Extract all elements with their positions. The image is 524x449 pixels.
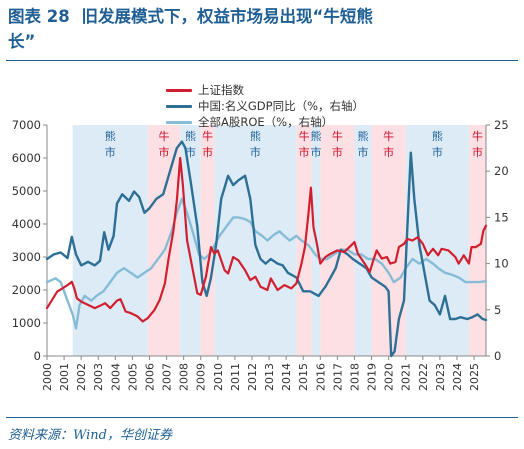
source-divider (6, 417, 518, 418)
regime-label-bear: 市 (185, 145, 196, 159)
right-tick-label: 20 (494, 164, 509, 178)
regime-bands (72, 125, 486, 356)
right-tick-label: 5 (494, 303, 501, 317)
x-tick-label: 2025 (468, 363, 481, 391)
x-tick-label: 2009 (195, 363, 208, 391)
regime-band-bull (200, 125, 215, 356)
regime-label-bear: 市 (358, 145, 369, 159)
x-tick-label: 2000 (41, 363, 54, 391)
x-tick-label: 2022 (417, 363, 430, 391)
x-tick-label: 2005 (126, 363, 139, 391)
left-tick-label: 1000 (12, 316, 41, 330)
x-tick-label: 2011 (229, 363, 242, 391)
regime-label-bull: 牛 (472, 129, 483, 143)
regime-band-bull (320, 125, 355, 356)
legend-label-index: 上证指数 (198, 83, 244, 97)
regime-label-bull: 市 (383, 145, 394, 159)
x-tick-label: 2010 (212, 363, 225, 391)
legend-swatch-roe (166, 120, 192, 124)
left-tick-label: 0 (34, 349, 41, 363)
regime-band-bear (405, 125, 469, 356)
regime-label-bull: 市 (202, 145, 213, 159)
x-tick-label: 2001 (58, 363, 71, 391)
left-tick-label: 5000 (12, 184, 41, 198)
title-line-1: 旧发展模式下，权益市场易出现“牛短熊 (81, 7, 373, 26)
series-line-roe (45, 197, 488, 330)
regime-label-bear: 市 (311, 145, 322, 159)
x-tick-label: 2018 (348, 363, 361, 391)
chart-title: 图表 28 旧发展模式下，权益市场易出现“牛短熊 长” (8, 4, 518, 54)
x-tick-label: 2014 (280, 363, 293, 391)
x-tick-label: 2017 (331, 363, 344, 391)
series-line-index (45, 156, 488, 323)
x-tick-label: 2021 (400, 363, 413, 391)
left-tick-label: 3000 (12, 250, 41, 264)
regime-band-bear (180, 125, 201, 356)
regime-label-bull: 市 (299, 145, 310, 159)
regime-label-bear: 熊 (432, 129, 443, 143)
series-line-gdp (45, 140, 488, 358)
legend-swatch-gdp (166, 104, 192, 108)
regime-label-bull: 市 (472, 145, 483, 159)
series-lines (45, 140, 488, 358)
regime-label-bull: 牛 (159, 129, 170, 143)
axes: 0100020003000400050006000700005101520252… (12, 118, 509, 391)
x-tick-label: 2008 (178, 363, 191, 391)
regime-label-bear: 市 (105, 145, 116, 159)
regime-label-bull: 牛 (332, 129, 343, 143)
x-tick-label: 2003 (92, 363, 105, 391)
regime-label-bear: 熊 (311, 129, 322, 143)
x-tick-label: 2002 (75, 363, 88, 391)
right-tick-label: 15 (494, 210, 509, 224)
x-tick-label: 2020 (383, 363, 396, 391)
x-tick-label: 2016 (314, 363, 327, 391)
x-tick-label: 2015 (297, 363, 310, 391)
title-line-2: 长” (8, 32, 36, 51)
legend-item-index: 上证指数 (166, 82, 364, 98)
legend-swatch-index (166, 88, 192, 92)
regime-label-bear: 熊 (250, 129, 261, 143)
regime-band-bear (72, 125, 148, 356)
regime-label-bear: 熊 (105, 129, 116, 143)
figure-label: 图表 28 (8, 7, 70, 26)
regime-band-bull (147, 125, 181, 356)
x-tick-label: 2006 (143, 363, 156, 391)
regime-label-bull: 牛 (202, 129, 213, 143)
source-note: 资料来源：Wind，华创证券 (8, 428, 172, 443)
regime-label-bear: 市 (432, 145, 443, 159)
regime-label-bull: 牛 (383, 129, 394, 143)
legend-item-roe: 全部A股ROE（%，右轴） (166, 114, 364, 130)
x-tick-label: 2007 (161, 363, 174, 391)
right-tick-label: 10 (494, 257, 509, 271)
legend-label-roe: 全部A股ROE（%，右轴） (198, 115, 334, 129)
regime-label-bear: 市 (250, 145, 261, 159)
regime-label-bull: 市 (159, 145, 170, 159)
regime-band-bull (468, 125, 486, 356)
x-tick-label: 2013 (263, 363, 276, 391)
left-tick-label: 7000 (12, 118, 41, 132)
x-tick-label: 2004 (109, 363, 122, 391)
x-tick-label: 2012 (246, 363, 259, 391)
regime-label-bear: 熊 (358, 129, 369, 143)
regime-band-bear (354, 125, 372, 356)
regime-label-bull: 市 (332, 145, 343, 159)
right-tick-label: 0 (494, 349, 501, 363)
title-divider (6, 60, 518, 61)
legend: 上证指数 中国:名义GDP同比（%，右轴） 全部A股ROE（%，右轴） (166, 82, 364, 130)
left-tick-label: 2000 (12, 283, 41, 297)
regime-band-bull (296, 125, 312, 356)
regime-label-bull: 牛 (299, 129, 310, 143)
right-tick-label: 25 (494, 118, 509, 132)
x-tick-label: 2023 (434, 363, 447, 391)
legend-item-gdp: 中国:名义GDP同比（%，右轴） (166, 98, 364, 114)
left-tick-label: 4000 (12, 217, 41, 231)
regime-label-bear: 熊 (185, 129, 196, 143)
x-tick-label: 2024 (451, 363, 464, 391)
legend-label-gdp: 中国:名义GDP同比（%，右轴） (198, 99, 365, 113)
left-tick-label: 6000 (12, 151, 41, 165)
x-tick-label: 2019 (366, 363, 379, 391)
